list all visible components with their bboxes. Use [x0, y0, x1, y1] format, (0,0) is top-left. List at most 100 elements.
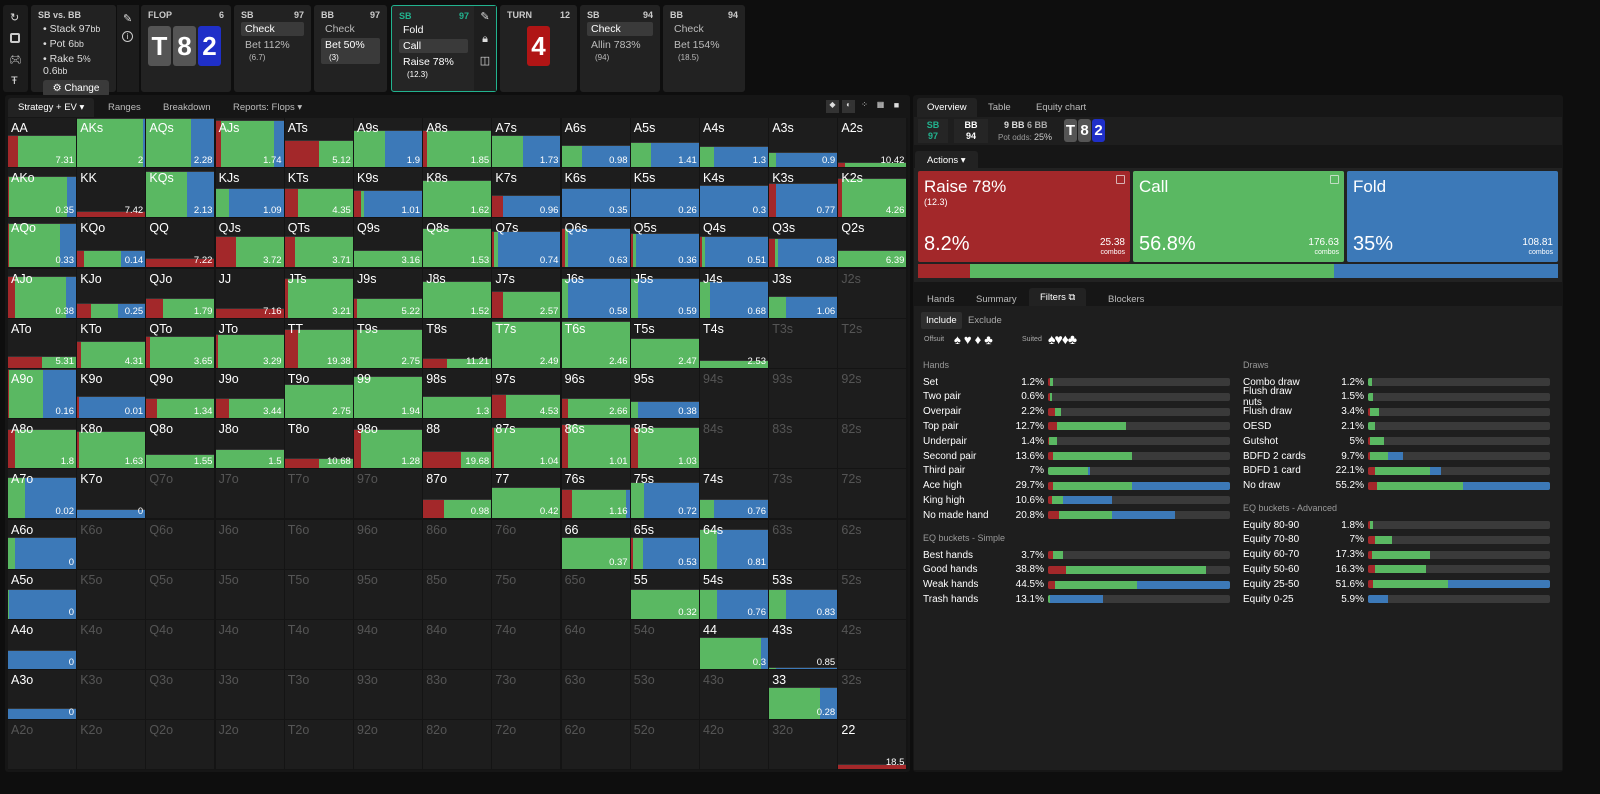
- heart-icon[interactable]: ♥: [963, 332, 975, 347]
- hand-cell[interactable]: 32s: [838, 670, 907, 720]
- hand-cell[interactable]: A3o 0: [8, 670, 76, 720]
- hand-cell[interactable]: 42o: [700, 720, 768, 770]
- hand-cell[interactable]: JTs 3.21: [284, 268, 353, 318]
- hand-cell[interactable]: A3s 0.9: [769, 118, 838, 167]
- hand-cell[interactable]: A5o 0: [8, 569, 76, 619]
- filter-row[interactable]: Second pair 13.6%: [923, 449, 1230, 463]
- action-option[interactable]: Check: [325, 23, 355, 35]
- hand-cell[interactable]: 83s: [769, 419, 838, 469]
- hand-cell[interactable]: 96s 2.66: [561, 369, 630, 418]
- hand-cell[interactable]: T4o: [284, 620, 353, 669]
- hand-cell[interactable]: 82o: [423, 720, 492, 770]
- hand-cell[interactable]: QQ 7.22: [146, 218, 215, 268]
- hand-cell[interactable]: 22 18.5: [838, 720, 907, 770]
- text-height-icon[interactable]: Ŧ: [11, 75, 18, 87]
- hand-cell[interactable]: KTo 4.31: [77, 318, 146, 368]
- hand-cell[interactable]: AQs 2.28: [146, 118, 215, 167]
- hand-cell[interactable]: 85s 1.03: [630, 419, 699, 469]
- hand-cell[interactable]: J6s 0.58: [561, 268, 630, 318]
- filter-row[interactable]: Overpair 2.2%: [923, 405, 1230, 419]
- club-icon[interactable]: ♣: [1067, 331, 1077, 347]
- hand-cell[interactable]: 74o: [492, 620, 561, 669]
- hand-cell[interactable]: A8o 1.8: [8, 419, 76, 469]
- hand-cell[interactable]: Q8o 1.55: [146, 419, 215, 469]
- fold-action-box[interactable]: Fold 35% 108.81 combos: [1347, 171, 1558, 262]
- hand-cell[interactable]: 95o: [354, 569, 422, 619]
- hand-cell[interactable]: 33 0.28: [769, 670, 838, 720]
- refresh-icon[interactable]: ↻: [10, 12, 20, 24]
- hand-cell[interactable]: 75o: [492, 569, 561, 619]
- hand-cell[interactable]: 73o: [492, 670, 561, 720]
- hand-cell[interactable]: QTo 3.65: [146, 318, 215, 368]
- hand-cell[interactable]: Q9o 1.34: [146, 369, 215, 418]
- hand-cell[interactable]: 99 1.94: [354, 369, 422, 418]
- hand-cell[interactable]: 75s 0.72: [630, 469, 699, 519]
- hand-cell[interactable]: J8s 1.52: [423, 268, 492, 318]
- hand-cell[interactable]: 98s 1.3: [423, 369, 492, 418]
- hand-cell[interactable]: Q4s 0.51: [700, 218, 768, 268]
- hand-cell[interactable]: 97o: [354, 469, 422, 519]
- hand-cell[interactable]: 87s 1.04: [492, 419, 561, 469]
- hand-cell[interactable]: J4o: [215, 620, 284, 669]
- hand-cell[interactable]: J9s 5.22: [354, 268, 422, 318]
- hand-cell[interactable]: 82s: [838, 419, 907, 469]
- hand-cell[interactable]: K2o: [77, 720, 146, 770]
- hand-cell[interactable]: J5o: [215, 569, 284, 619]
- tab-ranges[interactable]: Ranges: [108, 102, 141, 113]
- hand-cell[interactable]: T5o: [284, 569, 353, 619]
- hand-cell[interactable]: 92o: [354, 720, 422, 770]
- tab-equity-chart[interactable]: Equity chart: [1036, 102, 1087, 113]
- hand-cell[interactable]: 95s 0.38: [630, 369, 699, 418]
- hand-cell[interactable]: 76o: [492, 519, 561, 569]
- details-icon[interactable]: [1330, 175, 1339, 184]
- hand-cell[interactable]: JJ 7.16: [215, 268, 284, 318]
- hand-cell[interactable]: 42s: [838, 620, 907, 669]
- heart-icon[interactable]: ♥: [1054, 331, 1062, 347]
- hand-cell[interactable]: 76s 1.16: [561, 469, 630, 519]
- hand-cell[interactable]: 52o: [630, 720, 699, 770]
- hand-cell[interactable]: AKo 0.35: [8, 168, 76, 218]
- tab-strategy-ev[interactable]: Strategy + EV ▾: [8, 98, 95, 117]
- square-icon[interactable]: ■: [893, 100, 900, 110]
- hand-cell[interactable]: Q3o: [146, 670, 215, 720]
- nav-card-flop[interactable]: FLOP 6 T 8 2: [141, 5, 231, 92]
- hand-cell[interactable]: AQo 0.33: [8, 218, 76, 268]
- hand-cell[interactable]: 84s: [700, 419, 768, 469]
- nav-card-bb[interactable]: BB 94 Check Bet 154%(18.5): [663, 5, 745, 92]
- hand-cell[interactable]: 94o: [354, 620, 422, 669]
- hand-cell[interactable]: K7o 0: [77, 469, 146, 519]
- hand-cell[interactable]: 86s 1.01: [561, 419, 630, 469]
- action-option[interactable]: Allin 783%(94): [591, 39, 641, 62]
- hand-cell[interactable]: TT 19.38: [284, 318, 353, 368]
- hand-cell[interactable]: KQo 0.14: [77, 218, 146, 268]
- spade-icon[interactable]: ♠: [1048, 331, 1056, 347]
- hand-cell[interactable]: J2o: [215, 720, 284, 770]
- hand-cell[interactable]: 62s: [838, 519, 907, 569]
- tab-summary[interactable]: Summary: [976, 294, 1017, 305]
- hand-cell[interactable]: AJo 0.38: [8, 268, 76, 318]
- hand-cell[interactable]: 87o 0.98: [423, 469, 492, 519]
- tab-hands[interactable]: Hands: [927, 294, 955, 305]
- nav-card-turn[interactable]: TURN 12 4: [500, 5, 577, 92]
- actions-dropdown[interactable]: Actions ▾: [915, 151, 978, 170]
- hand-cell[interactable]: A2o: [8, 720, 76, 770]
- hand-cell[interactable]: J3s 1.06: [769, 268, 838, 318]
- hand-cell[interactable]: Q7o: [146, 469, 215, 519]
- hand-cell[interactable]: K3s 0.77: [769, 168, 838, 218]
- nav-card-sb[interactable]: SB 94 Check Allin 783%(94): [580, 5, 660, 92]
- hand-cell[interactable]: AJs 1.74: [215, 118, 284, 167]
- hand-cell[interactable]: 65o: [561, 569, 630, 619]
- hand-cell[interactable]: 85o: [423, 569, 492, 619]
- filter-row[interactable]: No made hand 20.8%: [923, 508, 1230, 522]
- action-option[interactable]: Raise 78%(12.3): [403, 56, 454, 79]
- hand-cell[interactable]: K5s 0.26: [630, 168, 699, 218]
- hand-cell[interactable]: J7s 2.57: [492, 268, 561, 318]
- hand-cell[interactable]: J6o: [215, 519, 284, 569]
- filter-row[interactable]: Equity 60-70 17.3%: [1243, 548, 1550, 562]
- hand-cell[interactable]: A7o 0.02: [8, 469, 76, 519]
- hand-cell[interactable]: K2s 4.26: [838, 168, 907, 218]
- hand-cell[interactable]: K6s 0.35: [561, 168, 630, 218]
- tab-filters[interactable]: Filters ⧉: [1029, 288, 1087, 308]
- hand-cell[interactable]: Q6o: [146, 519, 215, 569]
- details-icon[interactable]: [1116, 175, 1125, 184]
